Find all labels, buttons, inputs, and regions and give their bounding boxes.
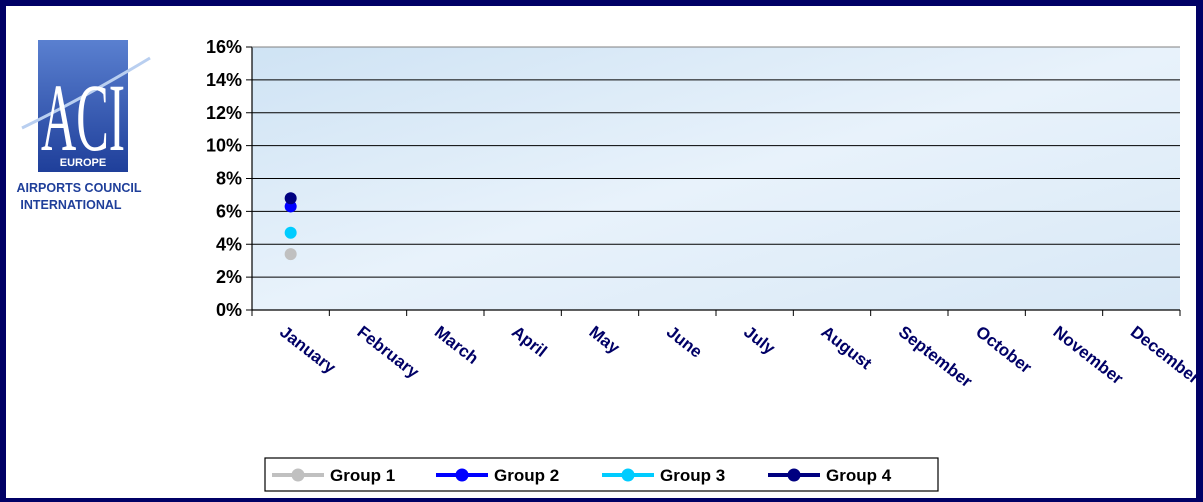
gridlines xyxy=(252,46,1180,278)
x-tick-label: January xyxy=(276,322,340,377)
x-tick-label: June xyxy=(663,322,706,361)
legend-marker xyxy=(291,468,305,482)
logo-box xyxy=(38,40,128,172)
x-axis-ticks: January February March April May June July Augu… xyxy=(251,310,1203,391)
x-tick-label: December xyxy=(1127,322,1203,388)
y-tick-label: 8% xyxy=(216,169,242,189)
logo-line-1: AIRPORTS COUNCIL xyxy=(17,181,142,195)
x-tick-label: April xyxy=(508,322,550,361)
legend-label: Group 3 xyxy=(660,466,725,485)
legend-marker xyxy=(455,468,469,482)
y-axis-ticks: 0% 2% 4% 6% 8% 10% 12% 14% 16% xyxy=(206,37,252,320)
aci-logo: ACI EUROPE AIRPORTS COUNCIL INTERNATIONA… xyxy=(17,40,151,212)
legend-label: Group 4 xyxy=(826,466,892,485)
x-tick-label: August xyxy=(818,322,876,373)
data-point xyxy=(284,248,297,261)
x-tick-label: October xyxy=(972,322,1035,377)
y-tick-label: 0% xyxy=(216,300,242,320)
legend: Group 1 Group 2 Group 3 Group 4 xyxy=(272,466,892,485)
x-tick-label: September xyxy=(895,322,976,391)
logo-swoosh xyxy=(21,56,151,130)
logo-big-text: ACI xyxy=(41,64,125,171)
legend-label: Group 2 xyxy=(494,466,559,485)
data-point xyxy=(284,200,297,213)
data-point xyxy=(284,226,297,239)
logo-region: EUROPE xyxy=(60,157,106,169)
y-tick-label: 4% xyxy=(216,234,242,254)
data-points xyxy=(284,192,297,261)
y-tick-label: 10% xyxy=(206,136,242,156)
legend-label: Group 1 xyxy=(330,466,395,485)
x-tick-label: February xyxy=(354,322,423,382)
x-tick-label: July xyxy=(740,322,779,358)
x-tick-label: March xyxy=(431,322,482,368)
data-point xyxy=(284,192,297,205)
y-tick-label: 16% xyxy=(206,37,242,57)
y-tick-label: 2% xyxy=(216,267,242,287)
y-tick-label: 6% xyxy=(216,201,242,221)
x-tick-label: November xyxy=(1050,322,1128,388)
x-tick-label: May xyxy=(586,322,624,358)
y-tick-label: 14% xyxy=(206,70,242,90)
legend-marker xyxy=(621,468,635,482)
logo-line-2: INTERNATIONAL xyxy=(20,198,122,212)
legend-marker xyxy=(787,468,801,482)
legend-box xyxy=(264,457,939,492)
y-tick-label: 12% xyxy=(206,103,242,123)
